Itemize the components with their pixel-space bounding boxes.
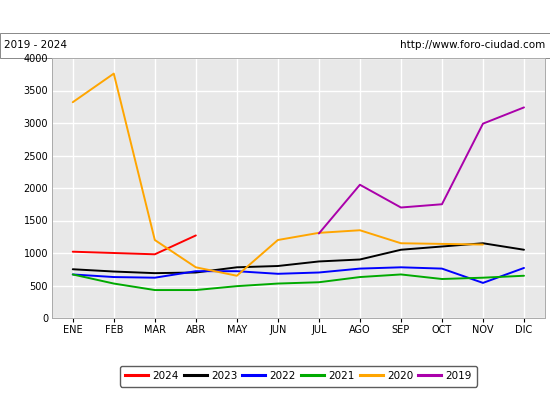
Text: http://www.foro-ciudad.com: http://www.foro-ciudad.com: [400, 40, 546, 50]
Legend: 2024, 2023, 2022, 2021, 2020, 2019: 2024, 2023, 2022, 2021, 2020, 2019: [120, 366, 477, 386]
Text: 2019 - 2024: 2019 - 2024: [4, 40, 68, 50]
Text: Evolucion Nº Turistas Extranjeros en el municipio de Ciempozuelos: Evolucion Nº Turistas Extranjeros en el …: [41, 10, 509, 23]
